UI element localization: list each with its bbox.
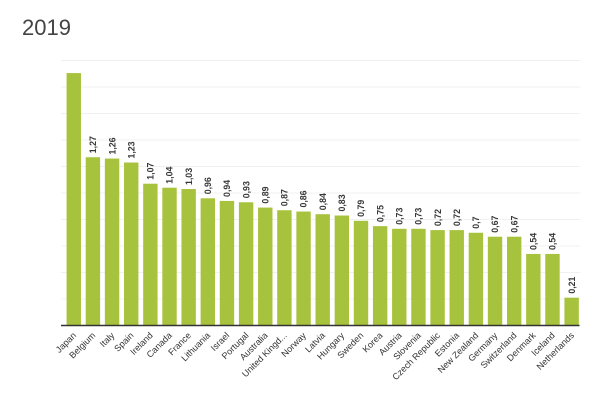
svg-text:1,03: 1,03 [184,168,194,185]
svg-text:0,96: 0,96 [203,177,213,194]
svg-text:0,7: 0,7 [471,216,481,228]
svg-text:0,94: 0,94 [222,180,232,197]
svg-text:0,54: 0,54 [529,233,539,250]
svg-text:1,07: 1,07 [146,162,156,179]
svg-text:0,86: 0,86 [299,190,309,207]
svg-text:1,04: 1,04 [165,166,175,183]
svg-text:0,67: 0,67 [490,215,500,232]
svg-text:0,67: 0,67 [509,215,519,232]
svg-text:0,73: 0,73 [414,208,424,225]
svg-text:0,79: 0,79 [356,200,366,217]
svg-text:0,54: 0,54 [548,233,558,250]
svg-text:0,72: 0,72 [433,209,443,226]
svg-text:0,93: 0,93 [241,181,251,198]
svg-text:0,89: 0,89 [260,186,270,203]
svg-text:0,73: 0,73 [394,208,404,225]
svg-text:1,23: 1,23 [126,141,136,158]
svg-text:1,26: 1,26 [107,137,117,154]
svg-text:1,27: 1,27 [88,136,98,153]
svg-text:2019: 2019 [22,15,71,40]
svg-text:0,75: 0,75 [375,205,385,222]
svg-text:0,72: 0,72 [452,209,462,226]
svg-text:0,83: 0,83 [337,194,347,211]
svg-text:0,21: 0,21 [567,276,577,293]
svg-text:0,84: 0,84 [318,193,328,210]
svg-text:0,87: 0,87 [280,189,290,206]
